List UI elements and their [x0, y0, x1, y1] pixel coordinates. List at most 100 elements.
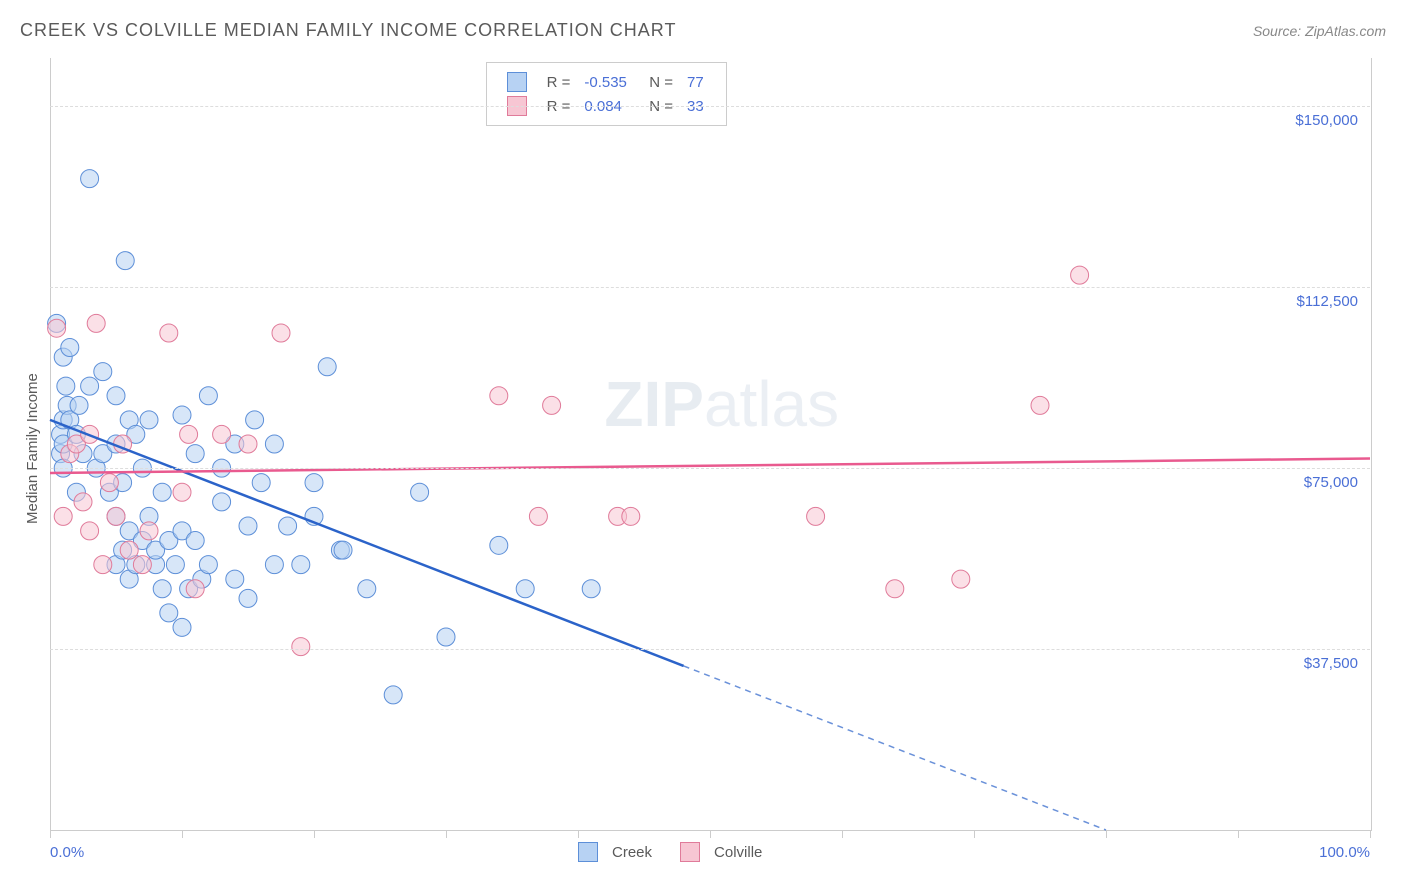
legend-item: Colville	[680, 842, 762, 862]
data-point	[622, 507, 640, 525]
data-point	[239, 435, 257, 453]
data-point	[186, 445, 204, 463]
data-point	[265, 435, 283, 453]
data-point	[213, 493, 231, 511]
data-point	[81, 170, 99, 188]
data-point	[100, 474, 118, 492]
data-point	[334, 541, 352, 559]
scatter-plot	[0, 0, 1406, 892]
data-point	[213, 425, 231, 443]
data-point	[292, 638, 310, 656]
x-tick	[50, 830, 51, 838]
data-point	[411, 483, 429, 501]
data-point	[153, 580, 171, 598]
x-tick	[1238, 830, 1239, 838]
data-point	[1031, 396, 1049, 414]
legend-swatch	[578, 842, 598, 862]
data-point	[107, 387, 125, 405]
data-point	[318, 358, 336, 376]
data-point	[186, 580, 204, 598]
data-point	[74, 493, 92, 511]
data-point	[173, 483, 191, 501]
x-tick-label: 100.0%	[1319, 844, 1370, 861]
x-tick	[842, 830, 843, 838]
data-point	[1071, 266, 1089, 284]
data-point	[116, 252, 134, 270]
data-point	[160, 604, 178, 622]
data-point	[582, 580, 600, 598]
data-point	[140, 411, 158, 429]
legend-label: Colville	[714, 844, 762, 861]
data-point	[94, 363, 112, 381]
trendline-extrapolated	[684, 666, 1106, 830]
x-tick	[1106, 830, 1107, 838]
legend-item: Creek	[578, 842, 652, 862]
data-point	[384, 686, 402, 704]
data-point	[48, 319, 66, 337]
data-point	[57, 377, 75, 395]
data-point	[265, 556, 283, 574]
data-point	[186, 532, 204, 550]
legend-series: Creek Colville	[578, 842, 762, 862]
data-point	[305, 474, 323, 492]
gridline	[50, 468, 1370, 469]
legend-swatch	[680, 842, 700, 862]
data-point	[239, 517, 257, 535]
data-point	[120, 541, 138, 559]
data-point	[140, 522, 158, 540]
x-tick	[578, 830, 579, 838]
data-point	[81, 377, 99, 395]
data-point	[153, 483, 171, 501]
data-point	[54, 507, 72, 525]
trendline	[50, 458, 1370, 472]
data-point	[437, 628, 455, 646]
data-point	[952, 570, 970, 588]
legend-n-value: 77	[681, 71, 710, 93]
legend-stats: R =-0.535 N =77R =0.084 N =33	[486, 62, 727, 126]
legend-n-label: N =	[635, 71, 679, 93]
data-point	[279, 517, 297, 535]
data-point	[490, 387, 508, 405]
data-point	[292, 556, 310, 574]
data-point	[70, 396, 88, 414]
legend-r-label: R =	[541, 71, 577, 93]
gridline	[50, 649, 1370, 650]
data-point	[166, 556, 184, 574]
data-point	[61, 339, 79, 357]
x-tick-label: 0.0%	[50, 844, 84, 861]
data-point	[160, 324, 178, 342]
y-tick-label: $75,000	[1304, 474, 1358, 491]
x-tick	[1370, 830, 1371, 838]
data-point	[107, 507, 125, 525]
data-point	[807, 507, 825, 525]
data-point	[173, 618, 191, 636]
data-point	[358, 580, 376, 598]
legend-r-value: -0.535	[578, 71, 633, 93]
data-point	[180, 425, 198, 443]
x-tick	[710, 830, 711, 838]
y-tick-label: $37,500	[1304, 655, 1358, 672]
legend-label: Creek	[612, 844, 652, 861]
x-tick	[314, 830, 315, 838]
data-point	[94, 556, 112, 574]
x-tick	[974, 830, 975, 838]
data-point	[490, 536, 508, 554]
data-point	[226, 570, 244, 588]
gridline	[50, 106, 1370, 107]
data-point	[81, 522, 99, 540]
y-tick-label: $112,500	[1297, 293, 1358, 310]
legend-swatch	[507, 72, 527, 92]
data-point	[529, 507, 547, 525]
y-tick-label: $150,000	[1295, 112, 1358, 129]
x-tick	[446, 830, 447, 838]
data-point	[199, 556, 217, 574]
data-point	[173, 406, 191, 424]
data-point	[886, 580, 904, 598]
data-point	[272, 324, 290, 342]
x-tick	[182, 830, 183, 838]
data-point	[87, 314, 105, 332]
data-point	[239, 589, 257, 607]
data-point	[199, 387, 217, 405]
data-point	[246, 411, 264, 429]
data-point	[252, 474, 270, 492]
